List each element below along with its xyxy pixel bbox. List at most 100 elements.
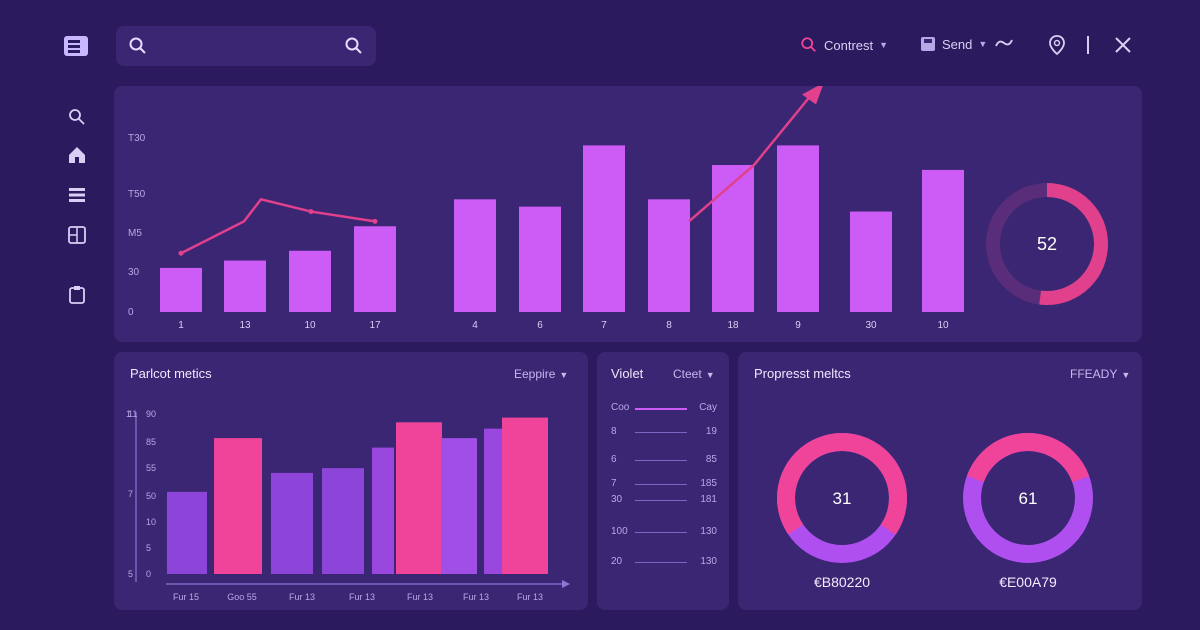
row-left-value: 8: [611, 426, 617, 437]
chevron-down-icon: ▼: [559, 370, 569, 380]
particot-bar-chart: 0 5 10 50 55 85 90 111 7 5 Fur 15 Goo 55 Fur 13 Fur…: [126, 409, 570, 602]
donut-value: 52: [1037, 234, 1057, 254]
x-axis-arrow: [562, 580, 570, 588]
location-pin-icon[interactable]: [1048, 34, 1066, 56]
row-left-value: 30: [611, 494, 623, 505]
x-tick-label: 13: [239, 320, 251, 331]
header-left: Coo: [611, 402, 630, 413]
y-tick-label-left: 11: [128, 409, 137, 419]
bar: [396, 422, 442, 574]
grid-icon[interactable]: [66, 224, 88, 246]
contrest-label: Contrest: [824, 37, 874, 53]
table-row: 20 130: [611, 556, 717, 568]
y-tick-label: 30: [128, 267, 140, 278]
x-tick-label: 9: [795, 320, 801, 331]
y-tick-label: 0: [146, 569, 151, 579]
donut-2-value: 61: [1019, 489, 1038, 508]
status-dropdown[interactable]: FFEADY ▼: [1070, 367, 1130, 381]
link-icon[interactable]: [993, 37, 1015, 51]
row-line: [635, 532, 687, 533]
dropdown-label: Cteet: [673, 367, 702, 381]
y-tick-label: 5: [146, 543, 151, 553]
y-tick-label: M5: [128, 228, 142, 239]
y-tick-label: 0: [128, 307, 134, 318]
row-left-value: 7: [611, 478, 617, 489]
x-tick-label: Fur 13: [463, 592, 489, 602]
save-icon: [921, 37, 935, 51]
row-line: [635, 460, 687, 461]
bar: [271, 472, 313, 574]
row-left-value: 100: [611, 526, 628, 537]
search-input[interactable]: [116, 26, 376, 66]
main-bar-chart: 0 30 M5 T50 T30 1 13 10 17 4 6 7 8 18 9 30 10 52: [128, 82, 1108, 331]
donut-1: 31: [777, 433, 907, 563]
panel-title: Parlcot metics: [130, 366, 212, 381]
bar: [322, 468, 364, 574]
row-line: [635, 500, 687, 501]
x-tick-label: Goo 55: [227, 592, 257, 602]
header-line: [635, 408, 687, 410]
growth-arrow-head: [802, 82, 824, 105]
panel-title: Propresst meltcs: [754, 366, 851, 381]
row-right-value: 185: [700, 478, 717, 489]
x-tick-label: 10: [304, 320, 316, 331]
contrest-menu[interactable]: Contrest ▼: [800, 36, 888, 54]
x-tick-label: Fur 13: [407, 592, 433, 602]
list-icon[interactable]: [66, 184, 88, 206]
bar: [712, 165, 754, 312]
clipboard-icon[interactable]: [66, 284, 88, 306]
y-tick-label: T50: [128, 189, 146, 200]
top-bar: Contrest ▼ Send ▼: [0, 0, 1200, 88]
table-row: 30 181: [611, 494, 717, 506]
home-icon[interactable]: [66, 144, 88, 166]
chevron-down-icon: ▼: [879, 40, 889, 50]
search-icon: [129, 37, 146, 54]
table-row: 100 130: [611, 526, 717, 538]
search-icon[interactable]: [344, 36, 364, 56]
violet-panel: Violet Cteet ▼ Coo Cay 8 19 6 85 7 185 30 181 100…: [597, 352, 729, 610]
chevron-down-icon: ▼: [705, 370, 715, 380]
bar: [583, 145, 625, 312]
y-tick-label: T30: [128, 133, 146, 144]
y-tick-label-left: 1: [126, 409, 131, 419]
x-tick-label: 6: [537, 320, 543, 331]
header-right: Cay: [699, 402, 717, 413]
x-tick-label: Fur 13: [349, 592, 375, 602]
x-tick-label: Fur 13: [289, 592, 315, 602]
table-row: 8 19: [611, 426, 717, 438]
x-tick-label: Fur 13: [517, 592, 543, 602]
x-tick-label: 10: [937, 320, 949, 331]
x-tick-label: Fur 15: [173, 592, 199, 602]
row-right-value: 181: [700, 494, 717, 505]
bar: [502, 417, 548, 574]
send-menu[interactable]: Send ▼: [920, 36, 1015, 52]
violet-dropdown[interactable]: Cteet ▼: [673, 367, 715, 381]
row-right-value: 85: [705, 454, 717, 465]
toolbar-divider: [1087, 36, 1089, 54]
close-icon[interactable]: [1114, 36, 1132, 54]
trend-point: [372, 218, 378, 224]
bar: [850, 211, 892, 312]
bar: [777, 145, 819, 312]
x-tick-label: 17: [369, 320, 381, 331]
y-tick-label: 50: [146, 491, 156, 501]
bar: [484, 428, 504, 574]
period-dropdown[interactable]: Eeppire ▼: [514, 367, 568, 381]
panel-title: Violet: [611, 366, 644, 381]
main-chart-panel: 0 30 M5 T50 T30 1 13 10 17 4 6 7 8 18 9 30 10 52: [114, 82, 1142, 342]
donut-1-value: 31: [833, 489, 852, 508]
chevron-down-icon: ▼: [1121, 370, 1131, 380]
chevron-down-icon: ▼: [978, 39, 988, 49]
search-alt-icon[interactable]: [66, 106, 88, 128]
bar: [214, 438, 262, 574]
trend-point: [308, 209, 314, 215]
x-tick-label: 4: [472, 320, 478, 331]
bar: [441, 438, 477, 574]
bar: [354, 226, 396, 312]
row-right-value: 19: [705, 426, 717, 437]
row-left-value: 6: [611, 454, 617, 465]
dropdown-label: Eeppire: [514, 367, 556, 381]
app-logo-icon[interactable]: [62, 34, 90, 58]
donut-2-caption: €E00A79: [999, 574, 1057, 590]
y-tick-label: 90: [146, 409, 156, 419]
